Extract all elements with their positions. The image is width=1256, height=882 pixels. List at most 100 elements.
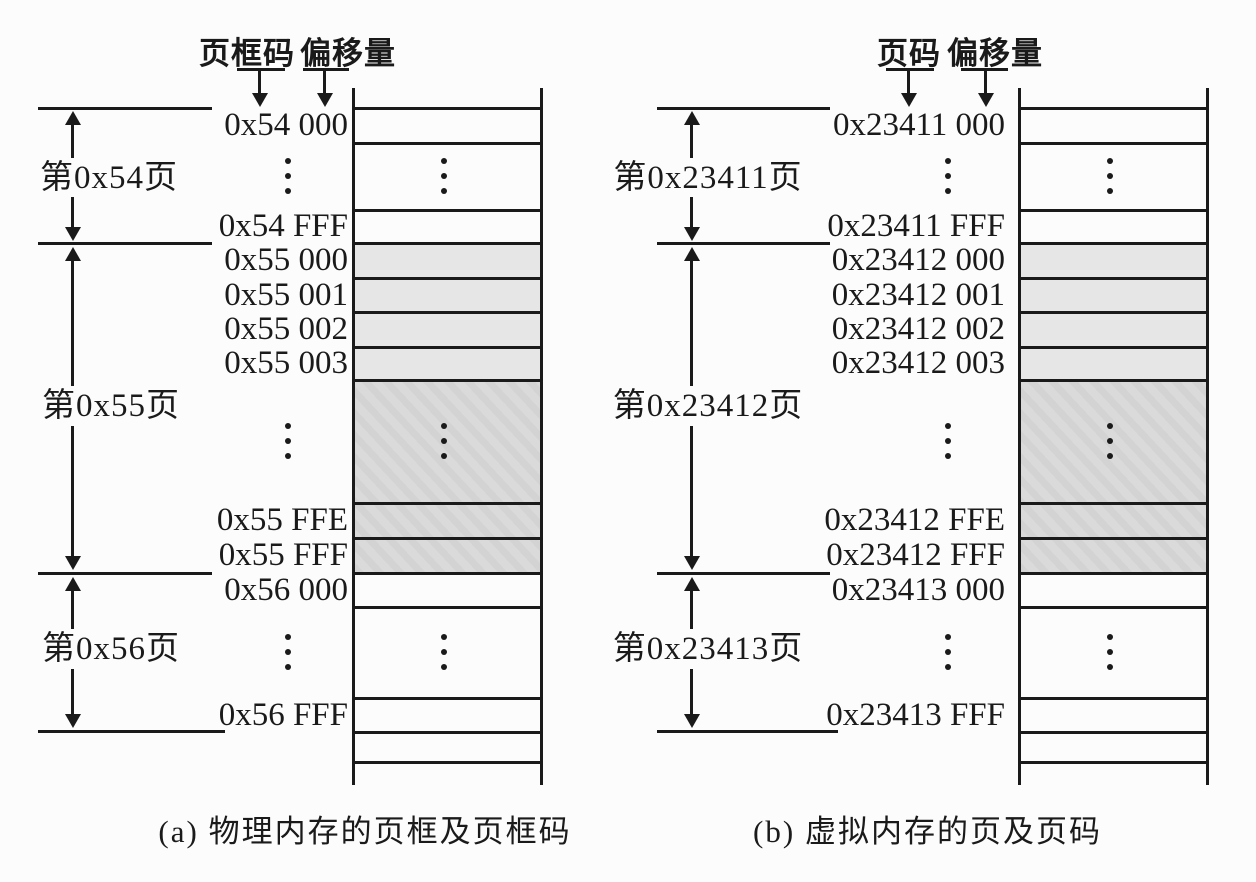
memory-row-line <box>355 537 540 540</box>
range-arrow-stem <box>690 260 693 386</box>
down-arrow-icon <box>684 556 700 570</box>
vertical-ellipsis <box>944 423 952 459</box>
address-label: 0x55 002 <box>224 311 348 347</box>
down-arrow-icon <box>684 714 700 728</box>
page-range-label-0x23411: 第0x23411页 <box>613 160 803 196</box>
frame-number-header-label: 页框码 <box>199 36 295 71</box>
range-arrow-stem <box>690 426 693 556</box>
memory-row-line <box>355 209 540 212</box>
memory-row-line <box>355 731 540 734</box>
vertical-ellipsis <box>1106 423 1114 459</box>
memory-row-line <box>1021 311 1206 314</box>
memory-row-line <box>355 311 540 314</box>
address-label: 0x23412 FFE <box>824 502 1005 538</box>
range-arrow-stem <box>690 124 693 158</box>
vertical-ellipsis <box>1106 634 1114 670</box>
range-arrow-stem <box>71 590 74 629</box>
frame-number-down-arrow-icon <box>252 93 268 107</box>
vertical-ellipsis <box>944 158 952 194</box>
offset-header-label-b: 偏移量 <box>947 36 1043 71</box>
memory-row-line <box>1021 606 1206 609</box>
up-arrow-icon <box>684 111 700 125</box>
range-arrow-stem <box>71 197 74 227</box>
address-label: 0x23413 FFF <box>826 697 1005 733</box>
address-label: 0x23412 002 <box>831 311 1005 347</box>
vertical-ellipsis <box>284 158 292 194</box>
page-number-arrow-stem <box>907 70 910 94</box>
address-label: 0x23412 001 <box>831 277 1005 313</box>
address-label: 0x23411 FFF <box>827 208 1005 244</box>
page-boundary-line <box>38 107 212 110</box>
address-label: 0x55 FFE <box>216 502 348 538</box>
offset-down-arrow-icon-a <box>317 93 333 107</box>
page-boundary-line <box>38 242 212 245</box>
page-number-underline <box>886 68 934 71</box>
range-arrow-stem <box>71 426 74 556</box>
frame-number-underline <box>237 68 285 71</box>
up-arrow-icon <box>65 577 81 591</box>
address-label: 0x23413 000 <box>831 572 1005 608</box>
caption-panel-a: (a) 物理内存的页框及页框码 <box>158 814 572 849</box>
page-range-label-0x23412: 第0x23412页 <box>612 388 804 424</box>
memory-row-line <box>1021 761 1206 764</box>
memory-row-line <box>1021 537 1206 540</box>
memory-row-line <box>355 379 540 382</box>
memory-row-line <box>1021 209 1206 212</box>
range-arrow-stem <box>71 669 74 714</box>
vertical-ellipsis <box>440 158 448 194</box>
memory-row-line <box>355 502 540 505</box>
page-boundary-line <box>38 572 212 575</box>
page-boundary-line <box>657 242 830 245</box>
offset-underline-b <box>961 68 1008 71</box>
address-label: 0x54 FFF <box>218 208 348 244</box>
address-label: 0x23412 FFF <box>826 537 1005 573</box>
memory-row-line <box>1021 277 1206 280</box>
shaded-page-block <box>1021 380 1206 573</box>
page-range-label-0x23413: 第0x23413页 <box>612 631 804 667</box>
address-label: 0x55 FFF <box>218 537 348 573</box>
memory-row-line <box>1021 572 1206 575</box>
shaded-page-block <box>355 380 540 573</box>
range-arrow-stem <box>690 197 693 227</box>
memory-row-line <box>355 761 540 764</box>
down-arrow-icon <box>65 227 81 241</box>
offset-underline-a <box>303 68 349 71</box>
virtual-memory-column <box>1018 88 1209 785</box>
memory-row-line <box>1021 731 1206 734</box>
page-number-header-label: 页码 <box>877 36 941 71</box>
memory-row-line <box>355 572 540 575</box>
memory-row-line <box>355 346 540 349</box>
caption-panel-b: (b) 虚拟内存的页及页码 <box>753 814 1102 849</box>
address-label: 0x56 000 <box>224 572 348 608</box>
page-range-label-0x55: 第0x55页 <box>42 388 180 424</box>
memory-row-line <box>355 697 540 700</box>
page-range-label-0x56: 第0x56页 <box>42 631 180 667</box>
range-arrow-stem <box>690 669 693 714</box>
memory-row-line <box>1021 107 1206 110</box>
page-boundary-line <box>38 730 225 733</box>
address-label: 0x55 001 <box>224 277 348 313</box>
vertical-ellipsis <box>1106 158 1114 194</box>
up-arrow-icon <box>684 247 700 261</box>
memory-row-line <box>1021 142 1206 145</box>
memory-row-line <box>1021 502 1206 505</box>
offset-arrow-stem-a <box>323 70 326 94</box>
up-arrow-icon <box>65 247 81 261</box>
down-arrow-icon <box>684 227 700 241</box>
range-arrow-stem <box>71 124 74 158</box>
frame-number-arrow-stem <box>258 70 261 94</box>
vertical-ellipsis <box>284 423 292 459</box>
up-arrow-icon <box>65 111 81 125</box>
up-arrow-icon <box>684 577 700 591</box>
address-label: 0x23412 000 <box>831 242 1005 278</box>
address-label: 0x55 003 <box>224 345 348 381</box>
page-boundary-line <box>657 730 838 733</box>
memory-row-line <box>1021 242 1206 245</box>
memory-row-line <box>1021 346 1206 349</box>
address-label: 0x23411 000 <box>832 107 1005 143</box>
memory-row-line <box>355 142 540 145</box>
memory-row-line <box>355 107 540 110</box>
vertical-ellipsis <box>440 423 448 459</box>
offset-arrow-stem-b <box>984 70 987 94</box>
